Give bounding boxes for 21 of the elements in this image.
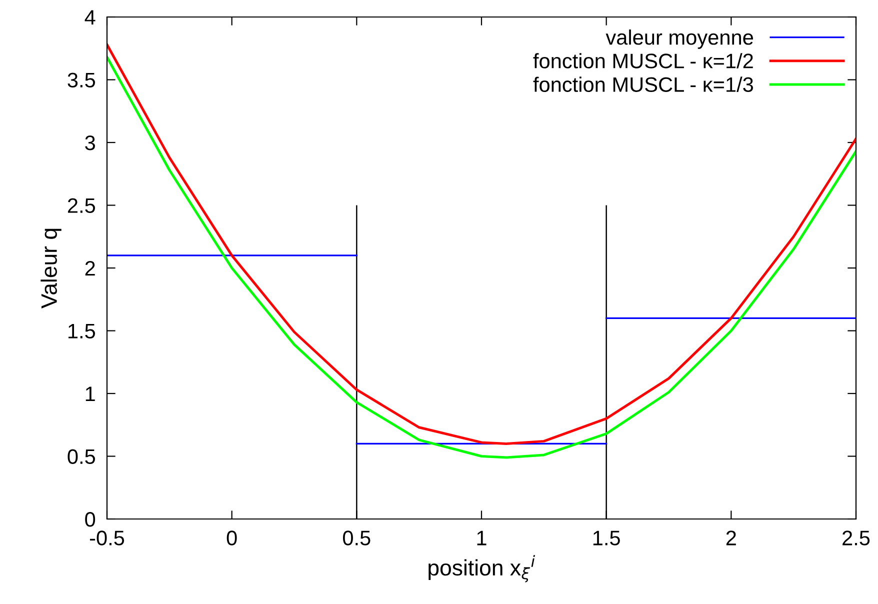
x-axis-title: position x$_{ξ}$$^{i}$ (428, 555, 535, 582)
x-tick-label: 0 (226, 530, 237, 546)
y-tick-label: 0 (85, 512, 96, 527)
y-tick-label: 3 (85, 136, 95, 150)
x-tick-label: -0.5 (90, 530, 124, 546)
x-tick-label: 1.5 (593, 530, 620, 546)
y-tick-label: 4 (84, 10, 96, 25)
x-tick-label: 2.5 (842, 530, 870, 546)
y-tick-label: 3.5 (68, 72, 96, 88)
legend-label: valeur moyenne (606, 30, 753, 49)
y-axis-title: Valeur q (40, 228, 62, 308)
x-tick-label: 1 (477, 530, 486, 546)
y-tick-label: 1.5 (68, 324, 96, 339)
x-tick-label: 0.5 (343, 530, 370, 546)
legend-label: fonction MUSCL - κ=1/2 (533, 53, 753, 68)
y-tick-label: 2.5 (68, 198, 96, 214)
x-tick-label: 2 (726, 530, 736, 546)
y-tick-label: 0.5 (68, 449, 96, 464)
y-tick-label: 1 (86, 386, 95, 402)
legend-label: fonction MUSCL - κ=1/3 (533, 76, 754, 92)
y-tick-label: 2 (85, 261, 95, 276)
